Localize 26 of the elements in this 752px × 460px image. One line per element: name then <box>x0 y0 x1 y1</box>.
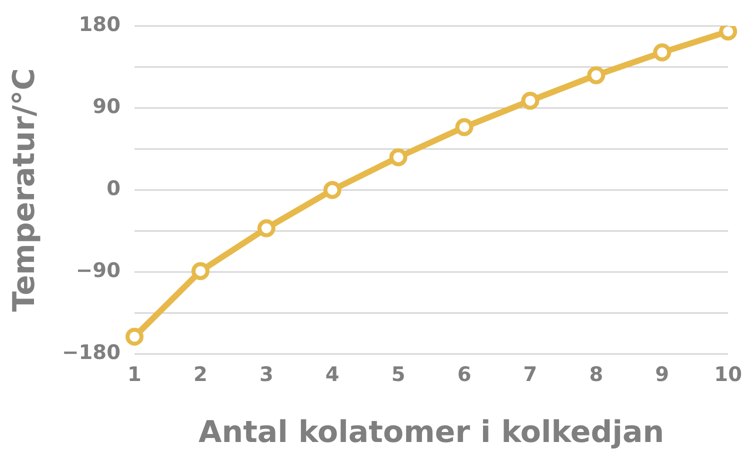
x-tick-label: 5 <box>391 362 406 386</box>
y-tick-label: 180 <box>78 12 121 36</box>
x-tick-label: 9 <box>655 362 670 386</box>
point <box>521 92 540 110</box>
point <box>587 66 606 84</box>
x-tick-label: 6 <box>457 362 472 386</box>
x-tick-label: 2 <box>194 362 208 386</box>
point <box>126 328 144 346</box>
point <box>257 219 276 238</box>
x-tick-label: 4 <box>325 362 340 386</box>
y-tick-label: 0 <box>106 176 121 200</box>
point <box>389 148 408 166</box>
y-tick-label: −90 <box>76 258 121 282</box>
x-axis-title: Antal kolatomer i kolkedjan <box>198 414 664 450</box>
point <box>653 43 672 62</box>
point <box>191 262 210 280</box>
y-tick-label: −180 <box>62 340 121 364</box>
y-axis-title: Temperatur/°C <box>6 68 42 312</box>
point <box>455 118 474 136</box>
x-tick-label: 3 <box>259 362 274 386</box>
x-tick-label: 10 <box>714 362 742 386</box>
point <box>323 181 342 199</box>
x-tick-label: 1 <box>128 362 142 386</box>
y-tick-label: 90 <box>92 94 121 118</box>
x-tick-label: 8 <box>589 362 604 386</box>
x-tick-label: 7 <box>523 362 538 386</box>
